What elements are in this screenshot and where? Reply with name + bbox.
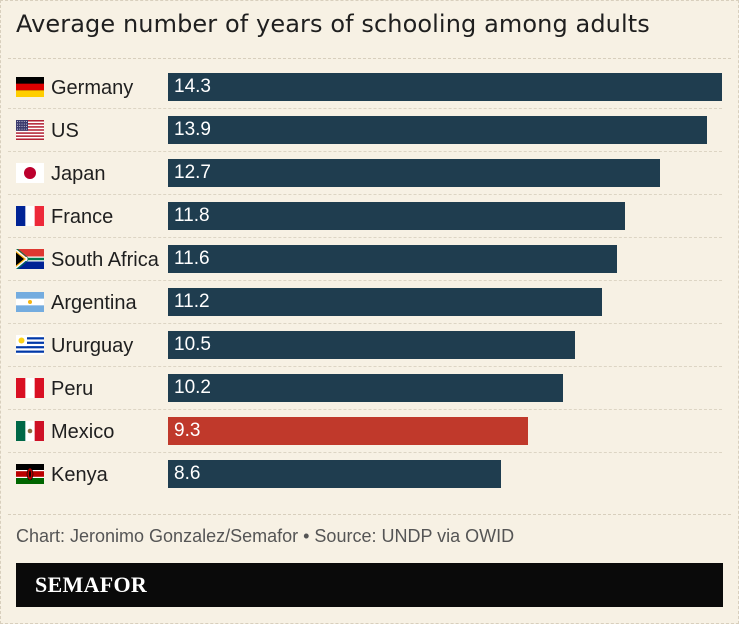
us-flag-icon (16, 120, 44, 140)
bar-value-label: 9.3 (174, 420, 201, 441)
country-label-kenya: Kenya (51, 464, 108, 486)
bar-south-africa: 11.6 (168, 245, 618, 273)
row-divider (8, 452, 722, 453)
kenya-flag-icon (16, 464, 44, 484)
country-label-us: US (51, 120, 79, 142)
bar-value-label: 11.2 (174, 291, 210, 312)
footer-divider (8, 514, 731, 515)
germany-flag-icon (16, 77, 44, 97)
bar-value-label: 12.7 (174, 162, 211, 183)
country-label-mexico: Mexico (51, 421, 115, 443)
bar-value-label: 10.5 (174, 334, 211, 355)
bar-kenya: 8.6 (168, 460, 502, 488)
mexico-flag-icon (16, 421, 44, 441)
row-divider (8, 323, 722, 324)
bar-value-label: 11.8 (174, 205, 210, 226)
source-note: Chart: Jeronimo Gonzalez/Semafor • Sourc… (16, 526, 515, 546)
bar-value-label: 14.3 (174, 76, 211, 97)
bar-value-label: 13.9 (174, 119, 211, 140)
france-flag-icon (16, 206, 44, 226)
uruguay-flag-icon (16, 335, 44, 355)
bar-peru: 10.2 (168, 374, 564, 402)
row-divider (8, 108, 722, 109)
bar-value-label: 11.6 (174, 248, 210, 269)
row-divider (8, 237, 722, 238)
country-label-south-africa: South Africa (51, 249, 159, 271)
row-divider (8, 194, 722, 195)
country-label-japan: Japan (51, 163, 106, 185)
row-divider (8, 280, 722, 281)
bar-mexico: 9.3 (168, 417, 529, 445)
japan-flag-icon (16, 163, 44, 183)
peru-flag-icon (16, 378, 44, 398)
bar-value-label: 10.2 (174, 377, 211, 398)
country-label-ururguay: Ururguay (51, 335, 134, 357)
country-label-peru: Peru (51, 378, 94, 400)
title-divider (8, 58, 731, 59)
argentina-flag-icon (16, 292, 44, 312)
bar-japan: 12.7 (168, 159, 660, 187)
country-label-france: France (51, 206, 114, 228)
bar-france: 11.8 (168, 202, 626, 230)
bar-us: 13.9 (168, 116, 707, 144)
row-divider (8, 409, 722, 410)
bar-ururguay: 10.5 (168, 331, 575, 359)
footer-bar: SEMAFOR (16, 563, 723, 607)
country-label-argentina: Argentina (51, 292, 137, 314)
bar-value-label: 8.6 (174, 463, 201, 484)
bar-argentina: 11.2 (168, 288, 602, 316)
row-divider (8, 151, 722, 152)
row-divider (8, 366, 722, 367)
chart-title: Average number of years of schooling amo… (16, 10, 650, 38)
country-label-germany: Germany (51, 77, 134, 99)
bar-germany: 14.3 (168, 73, 722, 101)
semafor-logo: SEMAFOR (35, 572, 148, 597)
south-africa-flag-icon (16, 249, 44, 269)
